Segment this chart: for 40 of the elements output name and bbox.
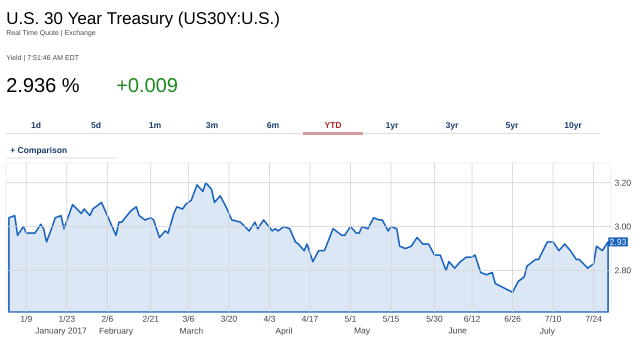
x-tick-label: 6/26 [504,316,520,322]
x-tick-label: 3/6 [182,316,194,322]
x2-tick-label: May [354,328,370,336]
x-tick-label: 3/20 [220,316,237,322]
y-tick-label: 3.00 [614,224,631,230]
text: 2.936 % [7,78,79,92]
y-tick-label: 2.80 [614,267,631,274]
x2-tick-label: April [275,328,292,336]
x-tick-label: 5/30 [426,316,442,322]
x-tick-label: 2/21 [142,316,159,322]
text: + Comparison [10,146,67,155]
text: YTD [324,122,342,128]
x2-tick-label: January 2017 [35,328,86,336]
text: 6m [267,122,279,128]
x-tick-label: 4/3 [264,316,275,322]
x2-tick-label: February [100,328,133,336]
text: 1m [149,122,161,128]
annotation: 2.93 [610,238,626,245]
x2-tick-label: July [540,328,555,336]
y-tick-label: 3.20 [614,180,631,186]
x-tick-label: 5/15 [383,316,399,322]
x-tick-label: 5/1 [344,316,356,322]
x-tick-label: 4/17 [302,316,318,322]
x-tick-label: 7/24 [586,316,602,322]
chart-title: U.S. 30 Year Treasury (US30Y:U.S.) [8,12,279,28]
text: 1yr [386,122,398,130]
x-tick-label: 7/10 [545,316,562,322]
x2-tick-label: June [448,328,466,334]
x-tick-label: 1/9 [21,316,32,322]
x2-tick-label: March [180,328,203,334]
text: +0.009 [117,78,177,92]
x-tick-label: 6/12 [464,316,480,322]
text: 10yr [564,122,582,130]
text: 3yr [446,122,458,130]
text: 1d [32,122,40,128]
text: 3m [206,122,218,128]
text: 5d [91,122,100,128]
text: 5yr [506,122,518,130]
x-tick-label: 1/23 [59,316,75,322]
x-tick-label: 2/6 [102,316,113,322]
